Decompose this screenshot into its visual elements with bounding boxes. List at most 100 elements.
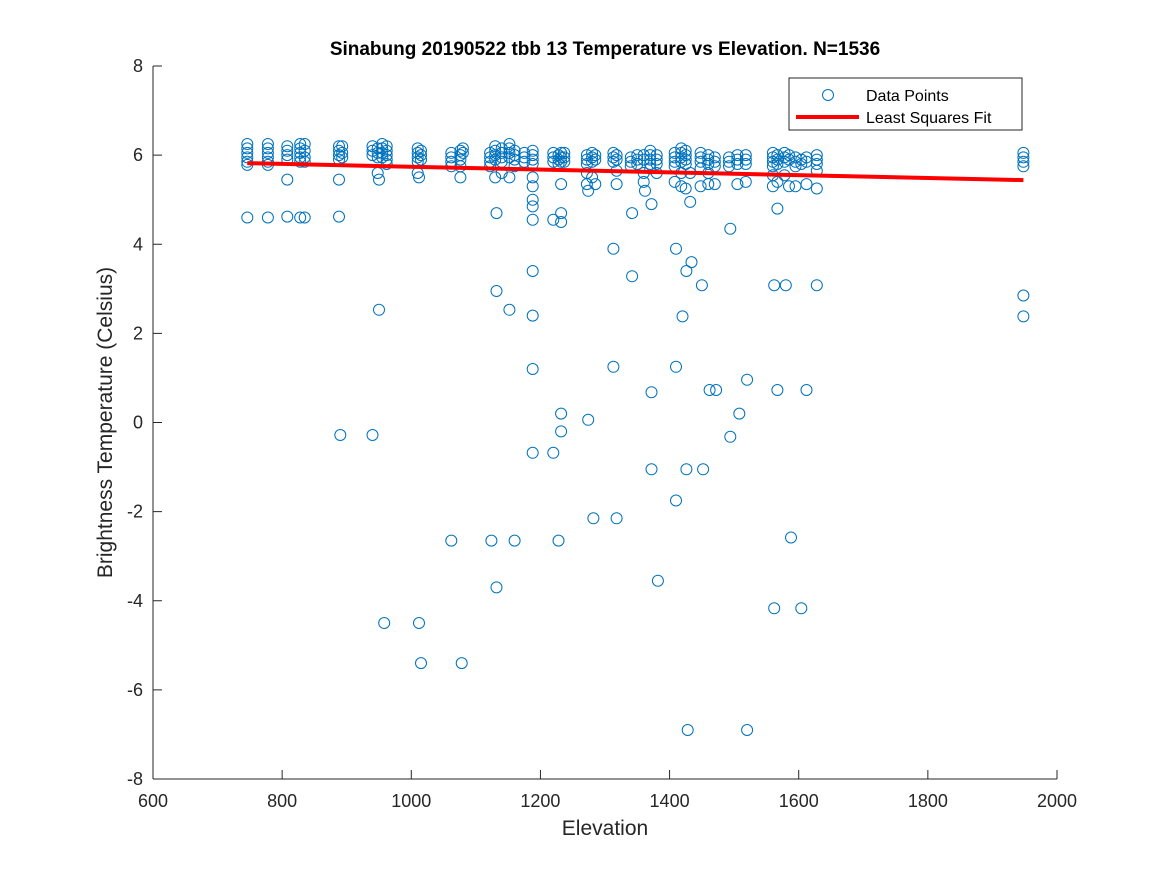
data-point xyxy=(783,149,795,162)
data-point xyxy=(679,182,692,195)
data-point xyxy=(380,158,393,170)
data-point xyxy=(702,158,715,170)
data-point xyxy=(241,142,254,155)
data-point xyxy=(445,534,458,547)
data-point xyxy=(710,384,723,396)
data-point xyxy=(610,178,623,191)
data-point xyxy=(670,494,682,507)
data-point xyxy=(336,146,349,159)
data-point xyxy=(526,446,539,459)
data-point xyxy=(281,144,294,157)
data-point xyxy=(380,149,393,162)
data-point xyxy=(800,384,813,396)
legend-box xyxy=(788,77,1023,131)
data-point xyxy=(694,155,707,168)
data-point xyxy=(518,151,531,164)
data-point xyxy=(526,265,539,277)
data-point xyxy=(261,211,274,224)
data-point xyxy=(526,171,539,184)
data-point xyxy=(1017,289,1030,302)
data-point xyxy=(490,207,503,220)
data-point xyxy=(582,413,595,426)
x-tick-label: 600 xyxy=(138,791,168,811)
data-point xyxy=(298,211,311,224)
data-point xyxy=(644,162,657,175)
data-point xyxy=(334,429,347,441)
data-point xyxy=(508,534,521,547)
data-point xyxy=(547,213,560,226)
data-point xyxy=(702,153,715,166)
data-point xyxy=(724,430,737,443)
data-point xyxy=(555,178,568,191)
data-point xyxy=(261,138,274,150)
y-tick-label: 2 xyxy=(133,323,143,343)
data-point xyxy=(626,207,639,220)
data-point xyxy=(294,211,307,224)
x-tick-label: 1400 xyxy=(650,791,690,811)
fit-line xyxy=(247,161,1024,183)
x-tick-label: 1200 xyxy=(520,791,560,811)
data-point xyxy=(676,310,689,323)
data-point xyxy=(668,175,681,188)
data-point xyxy=(526,144,539,157)
data-point xyxy=(650,158,663,170)
data-point xyxy=(771,158,784,170)
data-point xyxy=(607,360,620,373)
data-point xyxy=(724,222,737,235)
data-point xyxy=(411,151,424,164)
data-point xyxy=(697,463,710,476)
chart-title: Sinabung 20190522 tbb 13 Temperature vs … xyxy=(330,39,880,60)
data-point xyxy=(771,384,784,396)
data-point xyxy=(508,160,521,173)
data-point xyxy=(495,146,508,159)
data-point xyxy=(708,151,721,164)
data-point xyxy=(555,407,568,420)
data-point xyxy=(624,151,637,164)
data-point xyxy=(645,198,658,211)
data-point xyxy=(489,144,502,157)
data-point xyxy=(779,279,792,292)
data-point xyxy=(241,211,254,224)
data-point xyxy=(555,207,568,220)
data-point xyxy=(415,149,427,162)
data-point xyxy=(679,144,692,157)
data-point xyxy=(508,144,521,157)
y-tick-label: 0 xyxy=(133,413,143,433)
data-point xyxy=(681,724,694,736)
data-point xyxy=(454,171,467,184)
data-point xyxy=(810,182,823,195)
data-point xyxy=(587,512,600,525)
y-tick-label: -4 xyxy=(127,591,143,611)
data-point xyxy=(733,407,746,420)
data-point xyxy=(485,534,498,547)
y-tick-label: -6 xyxy=(127,680,143,700)
data-point xyxy=(680,463,693,476)
data-point xyxy=(555,425,568,438)
y-tick-label: 6 xyxy=(133,145,143,165)
data-point xyxy=(644,144,657,157)
data-point xyxy=(373,303,385,316)
data-point xyxy=(1017,151,1030,164)
data-point xyxy=(1017,146,1030,159)
data-point xyxy=(413,171,425,184)
data-point xyxy=(607,146,620,159)
data-point xyxy=(454,153,467,166)
data-point xyxy=(336,151,349,164)
data-point xyxy=(552,534,565,547)
data-point xyxy=(650,153,663,166)
y-axis-label: Brightness Temperature (Celsius) xyxy=(94,267,117,578)
data-point xyxy=(702,178,715,191)
data-point xyxy=(1017,160,1030,173)
data-point xyxy=(766,180,779,193)
data-point xyxy=(651,574,664,587)
data-point xyxy=(526,309,539,322)
data-point xyxy=(281,149,294,162)
data-point xyxy=(810,149,823,162)
data-point xyxy=(490,285,503,297)
legend-label-data-points: Data Points xyxy=(866,88,949,105)
x-tick-label: 2000 xyxy=(1037,791,1077,811)
data-point xyxy=(702,149,715,162)
data-point xyxy=(445,146,458,159)
data-point xyxy=(695,279,708,292)
data-point xyxy=(586,155,599,168)
